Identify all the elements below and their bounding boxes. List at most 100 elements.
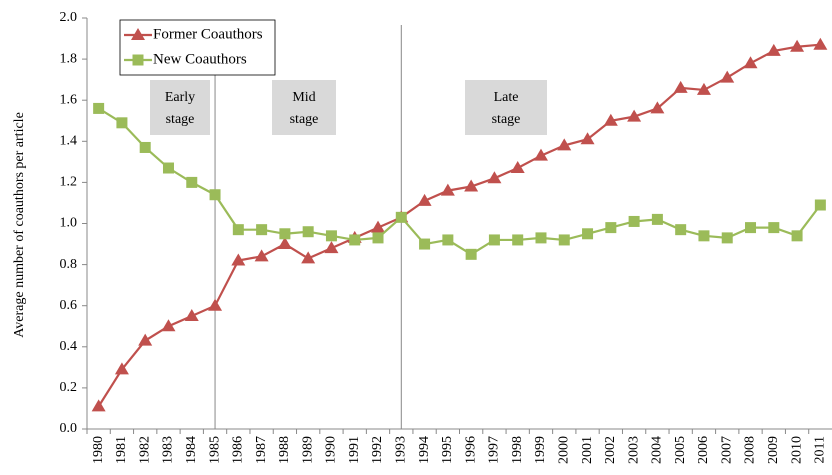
marker [814,199,826,211]
x-tick-label: 2010 [789,436,804,464]
x-tick-label: 2011 [813,436,828,463]
marker [650,101,665,114]
x-tick-label: 1992 [370,436,385,464]
marker [651,213,663,225]
marker [91,399,106,412]
marker [580,132,595,145]
marker [535,232,547,244]
marker [256,224,268,236]
marker [512,234,524,246]
x-tick-label: 1981 [114,436,129,464]
marker [232,224,244,236]
stage-label: Late [494,90,519,105]
marker [464,179,479,192]
marker [813,37,828,50]
x-tick-label: 2009 [766,436,781,464]
marker [673,80,688,93]
marker [231,253,246,266]
marker [139,141,151,153]
marker [603,113,618,126]
marker [277,237,292,250]
y-tick-label: 0.4 [60,339,78,354]
marker [371,220,386,233]
marker [116,117,128,129]
x-tick-label: 1990 [324,436,339,464]
marker [419,238,431,250]
x-tick-label: 1984 [184,436,199,464]
marker [557,138,572,151]
marker [627,109,642,122]
marker [745,222,757,234]
marker [208,298,223,311]
x-tick-label: 1995 [440,436,455,464]
x-tick-label: 2000 [556,436,571,464]
x-tick-label: 2003 [626,436,641,464]
marker [721,232,733,244]
y-tick-label: 1.8 [60,51,78,66]
x-tick-label: 2005 [673,436,688,464]
y-tick-label: 1.2 [60,175,78,190]
marker [254,249,269,262]
x-tick-label: 1991 [347,436,362,464]
y-tick-label: 1.4 [60,134,78,149]
marker [442,234,454,246]
marker [209,189,221,201]
marker [487,171,502,184]
x-tick-label: 2007 [719,436,734,464]
stage-label: Early [165,90,195,105]
marker [324,241,339,254]
marker [533,148,548,161]
marker [465,248,477,260]
marker [605,222,617,234]
marker [138,333,153,346]
legend-marker [131,28,145,40]
marker [582,228,594,240]
marker [184,308,199,321]
marker [488,234,500,246]
stage-label: stage [290,112,319,127]
marker [698,230,710,242]
marker [628,215,640,227]
stage-label: stage [492,112,521,127]
marker [279,228,291,240]
marker [766,43,781,56]
x-tick-label: 1996 [463,436,478,464]
marker [395,211,407,223]
stage-box [465,80,547,135]
x-tick-label: 1989 [300,436,315,464]
marker [768,222,780,234]
marker [114,362,129,375]
stage-label: Mid [292,90,315,105]
x-tick-label: 1982 [137,436,152,464]
x-tick-label: 1987 [254,436,269,464]
legend-label: New Coauthors [153,51,247,67]
marker [301,251,316,264]
x-tick-label: 1999 [533,436,548,464]
x-tick-label: 1985 [207,436,222,464]
marker [349,234,361,246]
y-tick-label: 0.0 [60,421,78,436]
y-tick-label: 2.0 [60,10,78,25]
marker [186,176,198,188]
marker [510,161,525,174]
legend-marker [132,54,144,66]
marker [162,162,174,174]
y-axis-label: Average number of coauthors per article [12,112,27,338]
marker [743,56,758,69]
marker [440,183,455,196]
x-tick-label: 1994 [417,436,432,464]
x-tick-label: 2008 [743,436,758,464]
marker [790,39,805,52]
marker [417,193,432,206]
marker [720,70,735,83]
x-tick-label: 1983 [161,436,176,464]
stage-box [272,80,336,135]
y-tick-label: 0.2 [60,380,78,395]
stage-label: stage [166,112,195,127]
y-tick-label: 1.0 [60,216,78,231]
x-tick-label: 1997 [487,436,502,464]
marker [302,226,314,238]
stage-box [150,80,210,135]
x-tick-label: 2004 [650,436,665,464]
